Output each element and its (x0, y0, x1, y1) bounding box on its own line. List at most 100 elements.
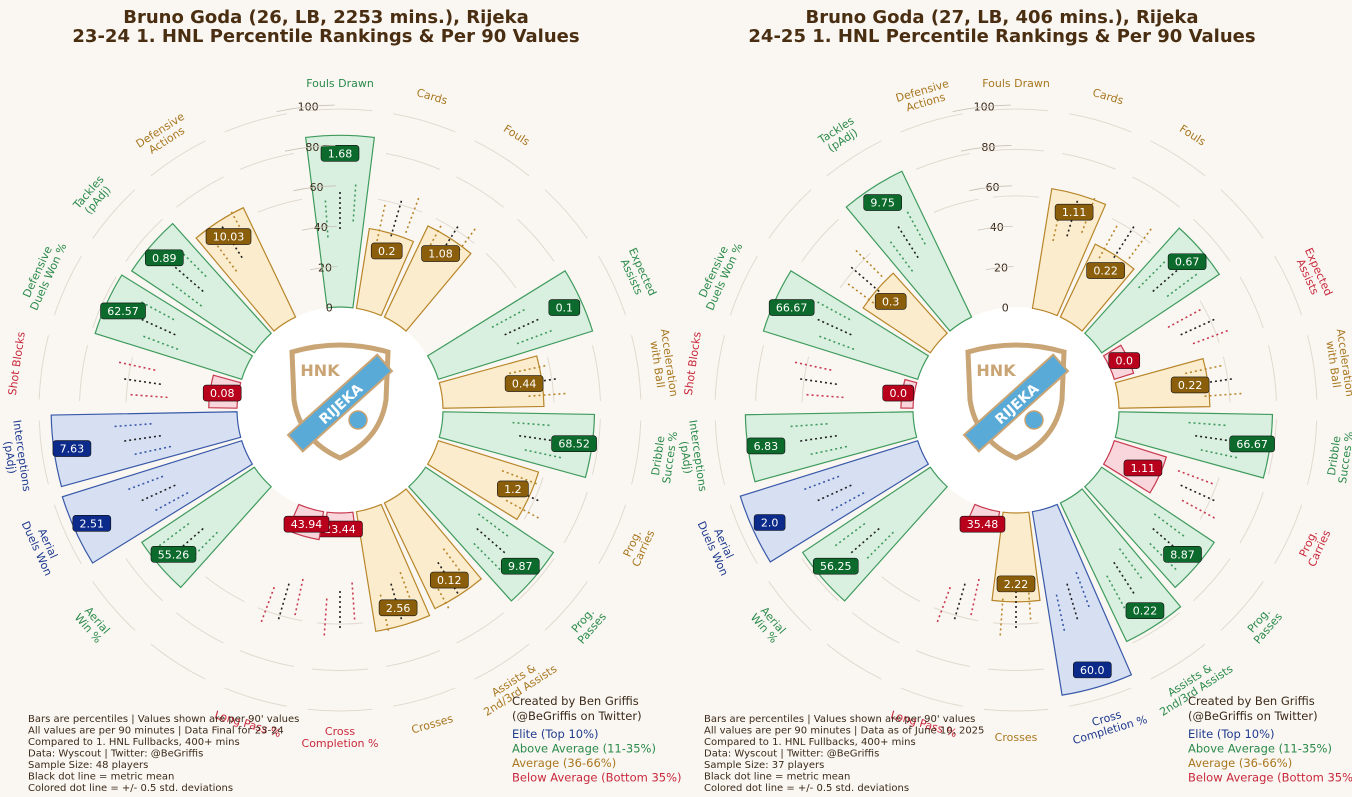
grid-arc (1061, 153, 1117, 170)
value-badge (1125, 602, 1165, 619)
value-badge (205, 228, 252, 245)
category-label-acceleration-with-ball: Accelerationwith Ball (1322, 328, 1352, 399)
std-dot-line (524, 449, 565, 460)
value-badge (1054, 203, 1094, 221)
grid-arc (456, 176, 504, 208)
mean-dot-line (814, 484, 852, 503)
category-label-crosses: Crosses (995, 731, 1038, 744)
grid-arc (1267, 345, 1277, 401)
value-badge (753, 514, 786, 531)
value-label: 0.3 (882, 295, 900, 308)
grid-arc (1150, 140, 1206, 177)
value-badge (1086, 262, 1125, 279)
category-label-line: Fouls Drawn (306, 77, 374, 90)
category-label-shot-blocks: Shot Blocks (682, 331, 704, 396)
grid-arc (53, 504, 82, 565)
grid-arc (1239, 276, 1264, 329)
credit-block: Created by Ben Griffis(@BeGriffis on Twi… (1188, 694, 1352, 785)
grid-arc (385, 153, 441, 170)
value-badge (202, 384, 242, 402)
radar-panel-2324: Bruno Goda (26, LB, 2253 mins.), Rijeka … (1, 7, 682, 794)
footnote-line: Colored dot line = +/- 0.5 std. deviatio… (704, 783, 909, 794)
value-badge (429, 571, 469, 589)
grid-arc (1239, 491, 1264, 544)
value-label: 0.08 (210, 387, 235, 400)
std-dot-line (169, 281, 203, 307)
value-badge (746, 437, 786, 455)
bar-aerial-duels-won (61, 439, 254, 564)
footnote-line: Compared to 1. HNL Fullbacks, 400+ mins (28, 737, 240, 748)
grid-arc (768, 581, 812, 631)
value-badge (1108, 352, 1141, 369)
grid-arc (546, 356, 555, 403)
value-label: 0.67 (1175, 256, 1200, 269)
std-dot-line (864, 531, 895, 561)
std-dot-line (259, 586, 275, 625)
mean-dot-line (1195, 434, 1235, 443)
grid-arc (1111, 218, 1151, 244)
legend-below: Below Average (Bottom 35%) (512, 771, 682, 785)
category-label-cards: Cards (1091, 86, 1125, 107)
mean-dot-line (476, 527, 508, 556)
radial-tick-20: 20 (318, 261, 332, 274)
value-badge (500, 557, 540, 575)
std-dot-line (125, 475, 164, 492)
std-dot-line (131, 445, 172, 456)
grid-arc (729, 255, 758, 316)
grid-arc (933, 198, 979, 213)
radial-tick-80: 80 (981, 141, 995, 154)
category-label-interceptions-padj: Interceptions(pAdj) (674, 419, 709, 494)
grid-arc (768, 189, 812, 239)
mean-dot-line (952, 583, 966, 623)
chart-title-line1: Bruno Goda (27, LB, 406 mins.), Rijeka (806, 7, 1199, 28)
value-label: 9.87 (508, 560, 533, 573)
grid-arc (1274, 504, 1303, 565)
grid-arc (38, 335, 49, 400)
value-label: 0.1 (556, 302, 574, 315)
radial-tick-20: 20 (994, 261, 1008, 274)
radial-tick-100: 100 (974, 101, 995, 114)
grid-arc (92, 276, 117, 329)
grid-arc (987, 668, 1045, 671)
value-label: 62.57 (107, 305, 139, 318)
value-label: 35.48 (967, 518, 999, 531)
grid-arc (150, 643, 206, 680)
grid-arc (591, 419, 601, 475)
category-label-crosses: Crosses (410, 712, 455, 737)
std-dot-line (1192, 328, 1231, 345)
grid-arc (992, 195, 1040, 198)
grid-arc (1199, 300, 1220, 343)
legend-below: Below Average (Bottom 35%) (1188, 771, 1352, 785)
grid-arc (1132, 176, 1180, 208)
value-label: 2.51 (80, 517, 105, 530)
radial-tick-60: 60 (310, 181, 324, 194)
std-dot-line (814, 299, 851, 321)
grid-arc (79, 345, 89, 401)
std-dot-line (803, 393, 844, 399)
value-label: 9.75 (870, 197, 895, 210)
mean-dot-line (1180, 317, 1218, 336)
credit-line: Created by Ben Griffis (512, 694, 639, 708)
grid-arc (125, 356, 134, 403)
value-badge (100, 302, 146, 320)
value-badge (150, 545, 197, 563)
radial-tick-labels: 0 20 40 60 80 100 (952, 101, 1014, 315)
category-label-defensive-duels-won: DefensiveDuels Won % (693, 236, 746, 312)
std-dot-line (1177, 469, 1216, 486)
grid-arc (801, 558, 839, 602)
footnotes: Bars are percentiles | Values shown are … (28, 714, 299, 794)
mean-dot-line (1113, 223, 1137, 259)
std-dot-line (140, 334, 179, 351)
value-label: 8.87 (1170, 548, 1195, 561)
radial-tick-60: 60 (986, 181, 1000, 194)
grid-arc (1222, 356, 1231, 403)
bar-acceleration-with-ball (438, 355, 545, 409)
grid-arc (1220, 581, 1264, 631)
grid-arc (801, 356, 810, 403)
category-label-prog-carries: Prog.Carries (1294, 523, 1333, 569)
grid-arc (992, 622, 1040, 625)
std-dot-line (138, 299, 175, 321)
value-label: 1.11 (1062, 206, 1087, 219)
